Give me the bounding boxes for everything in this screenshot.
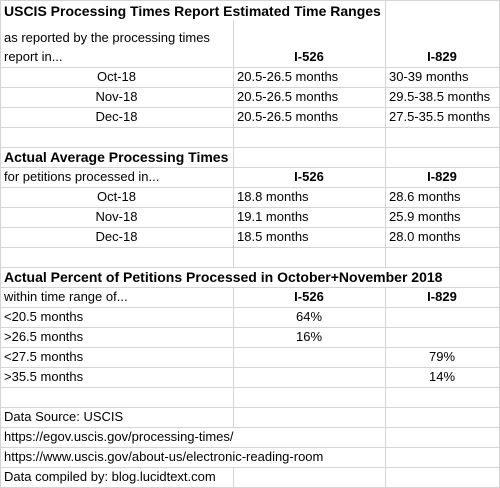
- section1-row-i526: 20.5-26.5 months: [237, 89, 339, 104]
- section3-row-i526: [233, 347, 385, 367]
- grid-line: [0, 107, 500, 108]
- section2-row-i526: 18.8 months: [237, 189, 309, 204]
- grid-line: [0, 407, 500, 408]
- section1-row-i829: 29.5-38.5 months: [389, 89, 491, 104]
- section3-col-i829: I-829: [427, 289, 457, 304]
- section1-row-i829: 27.5-35.5 months: [389, 109, 491, 124]
- grid-line: [233, 0, 234, 488]
- grid-line: [0, 387, 500, 388]
- data-compiled-by: Data compiled by: blog.lucidtext.com: [4, 469, 216, 484]
- section2-col-i829: I-829: [427, 169, 457, 184]
- section1-col-i829: I-829: [427, 49, 457, 64]
- section1-row-i526: 20.5-26.5 months: [237, 69, 339, 84]
- grid-line: [0, 367, 500, 368]
- grid-line: [0, 227, 500, 228]
- source-url-processing-times: https://egov.uscis.gov/processing-times/: [4, 429, 234, 444]
- section1-title: USCIS Processing Times Report Estimated …: [4, 3, 381, 19]
- grid-line: [0, 247, 500, 248]
- grid-line: [385, 0, 386, 488]
- section3-row-i526: 16%: [295, 329, 323, 344]
- section2-row-month: Dec-18: [95, 229, 138, 244]
- grid-line: [0, 327, 500, 328]
- grid-line: [0, 0, 500, 1]
- grid-line: [0, 187, 500, 188]
- grid-line: [0, 467, 500, 468]
- section3-row-i829: [385, 307, 499, 327]
- section1-label-line1: as reported by the processing times: [4, 30, 210, 45]
- section1-row-month: Oct-18: [96, 69, 136, 84]
- section3-row-i526: 64%: [295, 309, 323, 324]
- section3-label: within time range of...: [4, 289, 128, 304]
- section1-row-i526: 20.5-26.5 months: [237, 109, 339, 124]
- section1-col-i526: I-526: [294, 49, 324, 64]
- grid-line: [0, 0, 1, 488]
- grid-line: [0, 127, 500, 128]
- section2-row-i829: 28.0 months: [389, 229, 461, 244]
- section3-row-range: >26.5 months: [4, 329, 84, 344]
- source-url-reading-room: https://www.uscis.gov/about-us/electroni…: [4, 449, 324, 464]
- section2-row-i526: 18.5 months: [237, 229, 309, 244]
- section2-row-month: Nov-18: [95, 209, 138, 224]
- section1-row-month: Nov-18: [95, 89, 138, 104]
- grid-line: [0, 347, 500, 348]
- section1-row-i829: 30-39 months: [389, 69, 469, 84]
- section2-col-i526: I-526: [294, 169, 324, 184]
- section2-row-i829: 25.9 months: [389, 209, 461, 224]
- section3-row-i829: 14%: [428, 369, 456, 384]
- section3-row-i829: 79%: [428, 349, 456, 364]
- section3-row-range: <27.5 months: [4, 349, 84, 364]
- section1-label-line2: report in...: [4, 49, 63, 64]
- section2-row-i526: 19.1 months: [237, 209, 309, 224]
- grid-line: [0, 267, 500, 268]
- section2-label: for petitions processed in...: [4, 169, 160, 184]
- grid-line: [0, 427, 500, 428]
- section3-title: Actual Percent of Petitions Processed in…: [4, 269, 443, 285]
- grid-line: [0, 207, 500, 208]
- section2-row-month: Oct-18: [96, 189, 136, 204]
- grid-line: [0, 287, 500, 288]
- section3-row-i526: [233, 367, 385, 387]
- data-source: Data Source: USCIS: [4, 409, 124, 424]
- section2-title: Actual Average Processing Times: [4, 149, 229, 165]
- grid-line: [0, 447, 500, 448]
- section3-row-range: <20.5 months: [4, 309, 84, 324]
- section2-row-i829: 28.6 months: [389, 189, 461, 204]
- grid-line: [0, 307, 500, 308]
- grid-line: [0, 87, 500, 88]
- section3-row-range: >35.5 months: [4, 369, 84, 384]
- section1-row-month: Dec-18: [95, 109, 138, 124]
- section3-row-i829: [385, 327, 499, 347]
- grid-line: [0, 167, 500, 168]
- grid-line: [0, 67, 500, 68]
- grid-line: [0, 147, 500, 148]
- section3-col-i526: I-526: [294, 289, 324, 304]
